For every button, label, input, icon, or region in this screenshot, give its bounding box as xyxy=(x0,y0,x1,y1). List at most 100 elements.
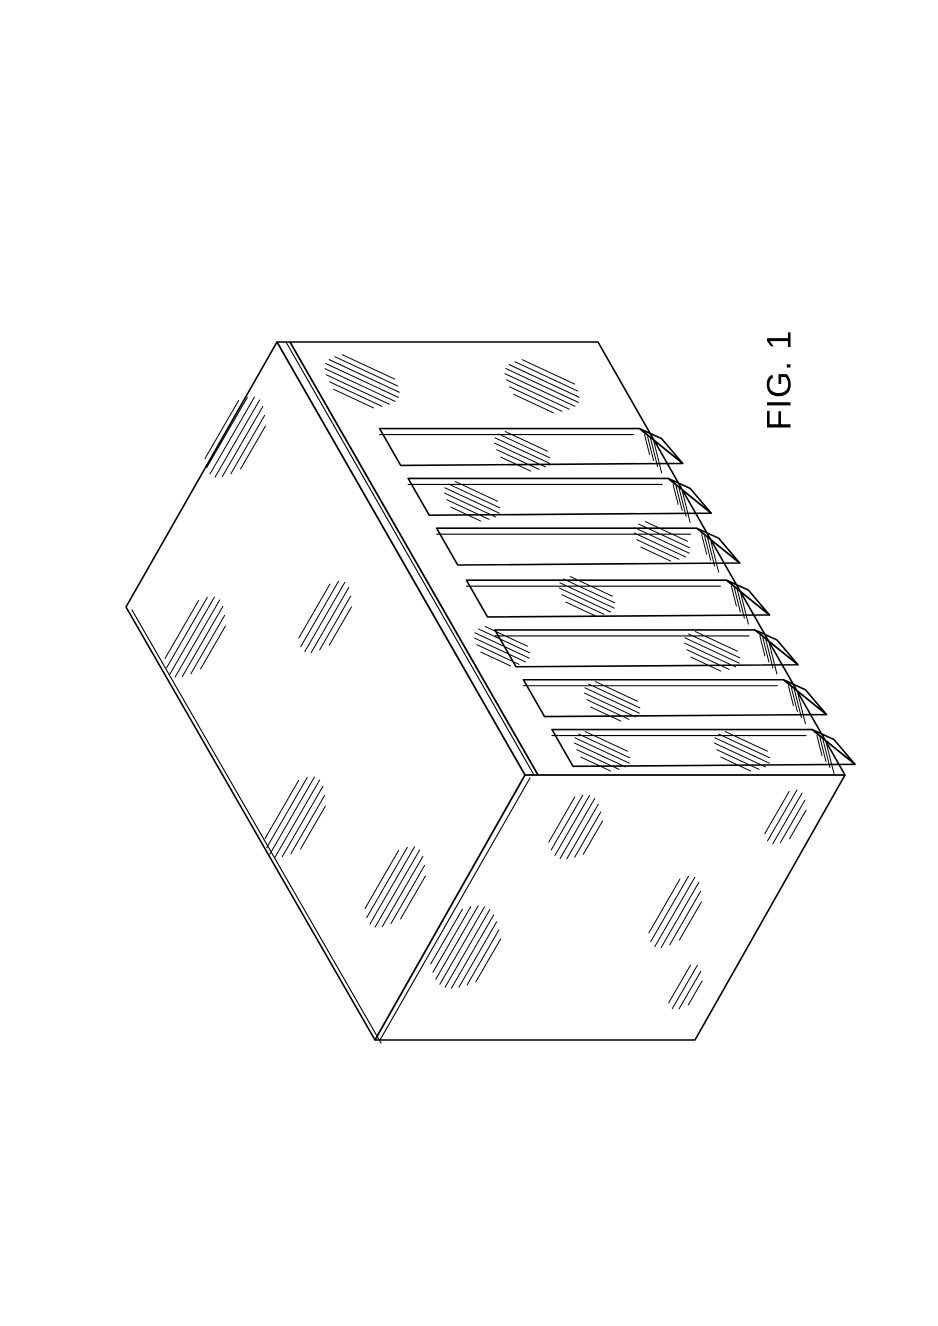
rim-inner-edge xyxy=(286,342,534,775)
front-face-hatch xyxy=(688,981,702,1005)
pleated-face-hatch xyxy=(585,732,627,752)
pleated-face-hatch xyxy=(562,595,604,615)
pleated-face-hatch xyxy=(514,394,554,413)
front-face-hatch xyxy=(649,879,680,933)
pleated-face-hatch xyxy=(725,732,767,752)
front-face-hatch xyxy=(555,796,590,856)
pleat-end-hatch xyxy=(673,484,678,504)
pleated-face-hatch xyxy=(585,688,639,713)
pleat-end-hatch xyxy=(702,534,707,554)
pleated-face-hatch xyxy=(635,528,689,553)
front-face-hatch xyxy=(661,882,699,947)
pleated-face-hatch xyxy=(575,738,629,763)
pleated-face-hatch xyxy=(481,652,511,666)
top-face-hatch xyxy=(165,600,199,658)
shading-hatch xyxy=(165,355,834,1009)
pleated-face-hatch xyxy=(326,375,389,404)
front-face-hatch xyxy=(476,939,501,982)
pleat-end-triangle xyxy=(668,478,711,513)
front-face-hatch xyxy=(575,812,601,857)
pleated-face-hatch xyxy=(451,507,481,521)
front-face-hatch xyxy=(551,795,583,850)
pleated-face-hatch xyxy=(687,650,729,670)
pleat-end-hatch xyxy=(817,736,822,756)
front-face-hatch xyxy=(567,804,599,859)
front-face-edge xyxy=(380,778,530,1040)
front-face-hatch xyxy=(549,797,575,842)
top-face-hatch xyxy=(311,587,349,652)
pleat-end-triangle xyxy=(726,580,769,615)
pleat-end-hatch xyxy=(645,435,650,455)
pleat-end-hatch xyxy=(760,636,765,656)
pleat-end-hatch xyxy=(788,686,793,706)
pleated-face-hatch xyxy=(717,750,759,770)
front-face-hatch xyxy=(451,915,493,988)
top-face-hatch xyxy=(205,400,239,458)
front-face-hatch xyxy=(433,907,471,972)
front-face-hatch xyxy=(669,965,691,1003)
top-face-hatch xyxy=(291,795,325,853)
front-face-hatch xyxy=(440,907,485,984)
top-face-edge xyxy=(132,610,381,1043)
top-face-hatch xyxy=(329,607,351,645)
front-face-hatch xyxy=(790,810,807,839)
top-face-hatch xyxy=(201,626,226,669)
top-face-hatch xyxy=(365,850,399,908)
pleat-end-triangle xyxy=(697,528,740,563)
pleated-face-hatch xyxy=(566,602,596,616)
pleated-face-hatch xyxy=(334,389,374,408)
front-face-hatch xyxy=(679,971,701,1009)
pleated-face-hatch xyxy=(595,682,637,702)
pleats-group xyxy=(380,429,855,767)
pleat-end-triangle xyxy=(640,429,683,464)
pleated-face-hatch xyxy=(475,633,529,658)
front-face-hatch xyxy=(765,791,789,833)
top-face-hatch xyxy=(301,806,326,849)
pleated-face-hatch xyxy=(641,547,671,561)
pleated-face-hatch xyxy=(495,438,549,463)
top-face-hatch xyxy=(370,847,414,924)
top-face-hatch xyxy=(241,426,266,469)
top-face-hatch xyxy=(175,600,219,677)
pleated-face-hatch xyxy=(515,362,578,391)
top-face-hatch xyxy=(170,597,214,674)
pleated-face-hatch xyxy=(581,757,611,771)
front-face-hatch xyxy=(780,800,804,842)
pleated-face-hatch xyxy=(506,369,579,403)
top-face-hatch xyxy=(320,596,351,650)
top-face-hatch xyxy=(401,876,426,919)
pleat-end-triangle xyxy=(755,630,798,665)
pleated-face-hatch xyxy=(506,380,569,409)
pleated-face-hatch xyxy=(591,707,621,721)
front-face-hatch xyxy=(459,922,497,987)
front-face-hatch xyxy=(436,906,478,979)
pleated-face-hatch xyxy=(447,500,489,520)
front-face-hatch xyxy=(445,910,490,987)
front-face-hatch xyxy=(672,965,697,1008)
rim-face xyxy=(277,342,538,775)
pleated-face-hatch xyxy=(695,632,737,652)
front-face xyxy=(375,775,845,1040)
figure-caption: FIG. 1 xyxy=(761,330,800,430)
pleated-face-hatch xyxy=(637,540,679,560)
pleated-face-hatch xyxy=(645,522,687,542)
top-face-hatch xyxy=(391,865,425,923)
block-outline xyxy=(126,342,845,1043)
pleated-face-hatch xyxy=(685,638,739,663)
top-face-hatch xyxy=(231,415,265,473)
front-face-hatch xyxy=(431,909,463,964)
top-face-hatch xyxy=(301,581,339,646)
top-face-hatch xyxy=(265,780,299,838)
pleated-face-hatch xyxy=(445,488,499,513)
top-face-hatch xyxy=(210,397,254,474)
front-face-hatch xyxy=(560,799,595,859)
top-face-hatch xyxy=(375,850,419,927)
pleated-face-hatch xyxy=(721,757,751,771)
pleated-face-hatch xyxy=(497,450,539,470)
front-face-hatch xyxy=(467,930,499,985)
pleated-face-hatch xyxy=(691,657,721,671)
pleated-face-hatch xyxy=(715,738,769,763)
top-face xyxy=(126,342,525,1040)
top-face-hatch xyxy=(299,584,330,638)
